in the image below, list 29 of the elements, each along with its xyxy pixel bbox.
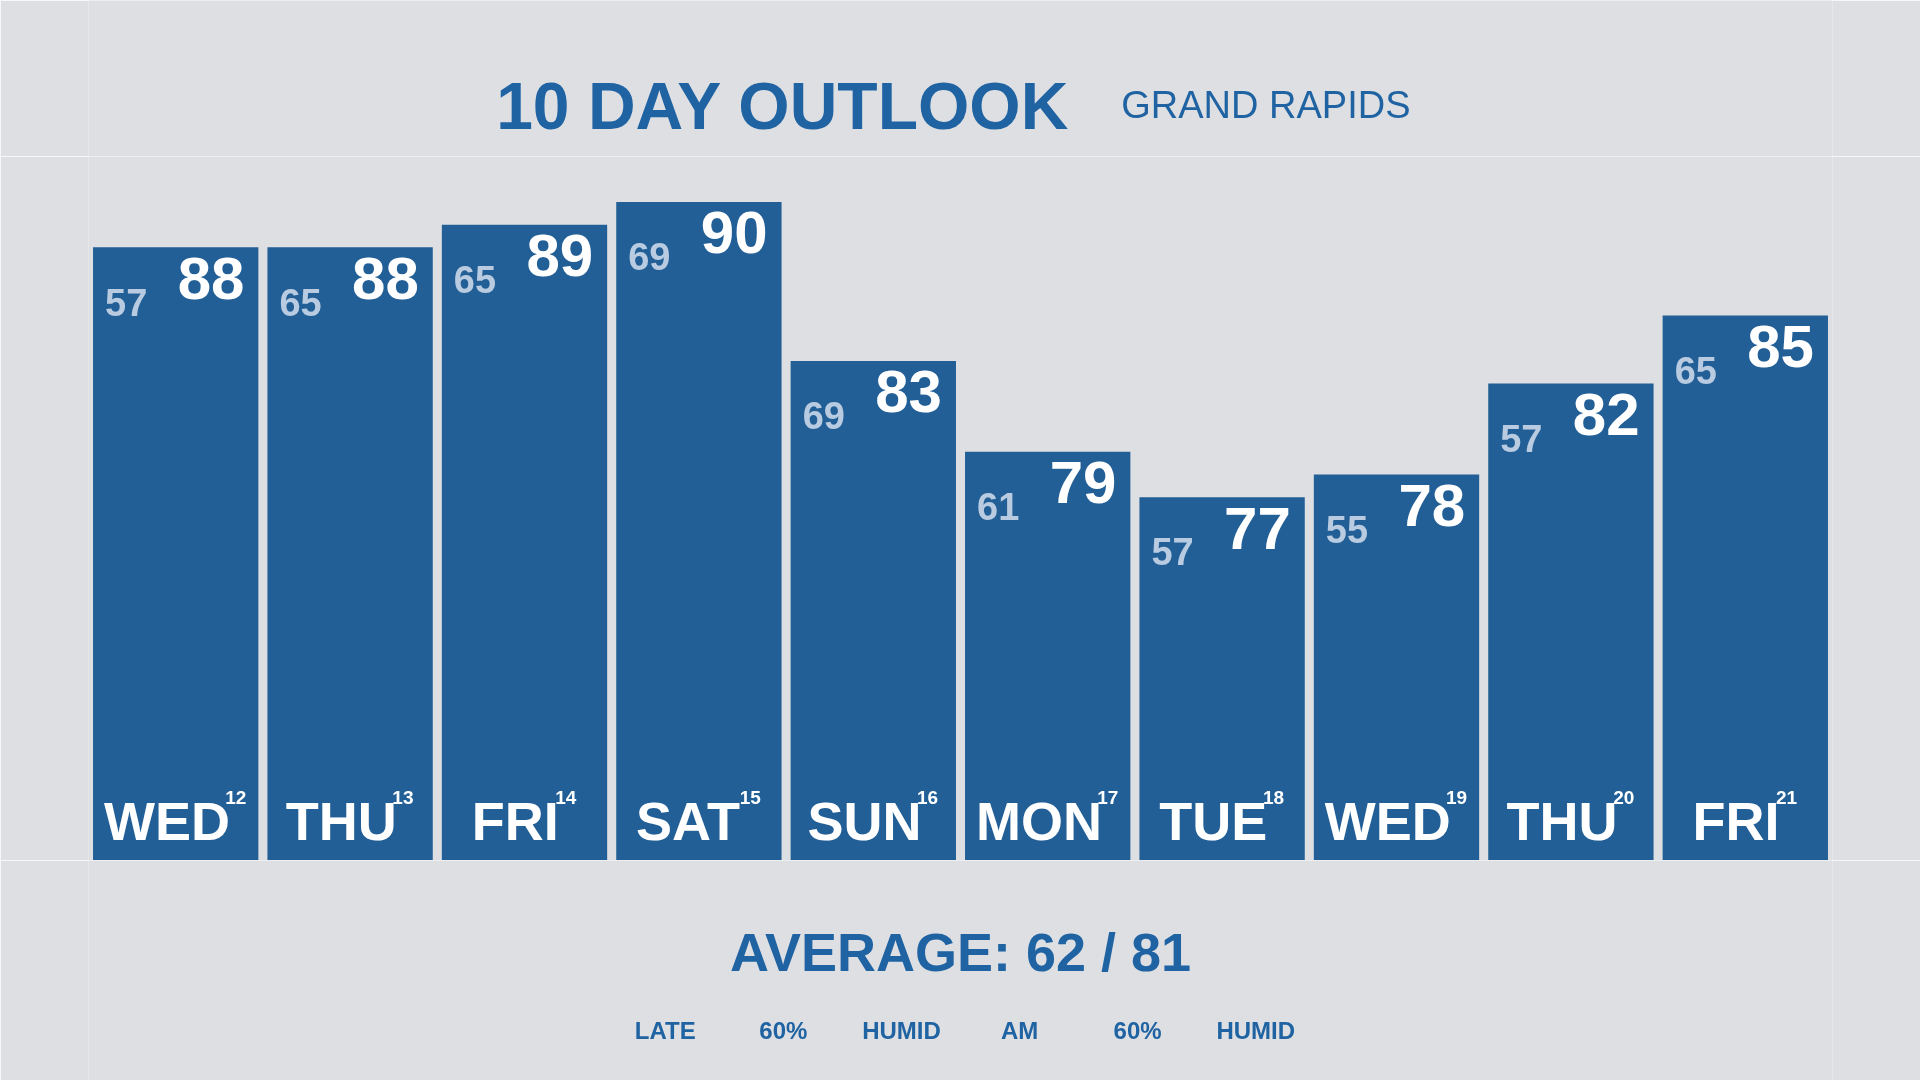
annotation: 57 <box>1151 531 1194 574</box>
text: LATE <box>634 1017 696 1045</box>
text: HUMID <box>1216 1017 1296 1045</box>
data-label: 78 <box>1398 471 1466 539</box>
annotation: 57 <box>105 281 148 324</box>
annotation: 65 <box>279 281 322 324</box>
text: AVERAGE: 62 / 81 <box>729 921 1192 982</box>
annotation: 69 <box>802 395 845 438</box>
annotation: 65 <box>453 258 497 301</box>
text: 60% <box>1113 1017 1162 1045</box>
data-label: 88 <box>177 244 245 312</box>
data-label: 83 <box>875 358 942 426</box>
annotation: 57 <box>1500 417 1543 460</box>
data-label: 77 <box>1224 494 1291 562</box>
data-label: 79 <box>1049 449 1117 517</box>
data-label: 85 <box>1747 312 1814 380</box>
annotation: 55 <box>1325 508 1369 551</box>
text: HUMID <box>862 1017 941 1045</box>
text: AM <box>1000 1017 1039 1045</box>
data-label: 88 <box>352 244 419 312</box>
text: 60% <box>759 1017 808 1045</box>
chart-subtitle: GRAND RAPIDS <box>1121 84 1411 127</box>
data-label: 82 <box>1572 381 1640 449</box>
annotation: 61 <box>977 486 1020 529</box>
annotation: 65 <box>1674 349 1717 392</box>
data-label: 90 <box>700 199 768 267</box>
chart-title: 10 DAY OUTLOOK <box>496 69 1069 144</box>
annotation: 69 <box>628 236 671 279</box>
data-label: 89 <box>526 222 594 290</box>
